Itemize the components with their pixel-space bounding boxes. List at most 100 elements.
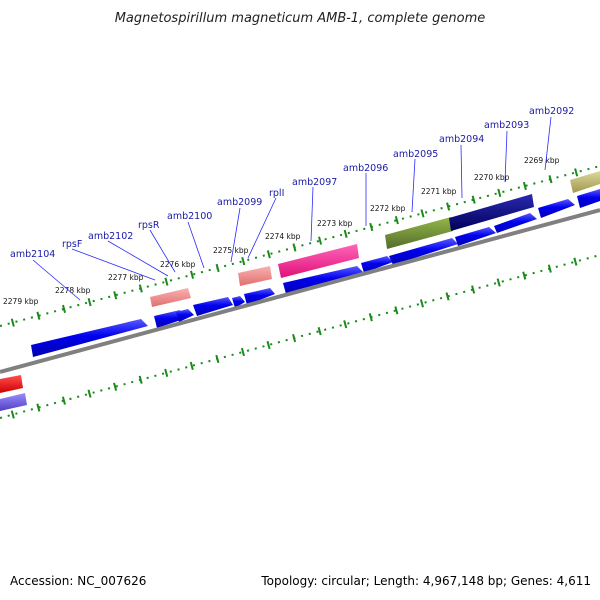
outer-ticks-tick-0	[10, 318, 15, 327]
inner-ticks-tick-20	[522, 271, 527, 280]
outer-ticks-tick-7	[190, 270, 195, 279]
inner-ticks-tick-9	[240, 347, 245, 357]
genome-backbone	[0, 208, 600, 374]
outer-ticks-tick-15	[394, 216, 399, 225]
inner-ticks-tick-16	[419, 299, 424, 308]
kbp-label-2274: 2274 kbp	[265, 232, 301, 241]
outer-ticks-tick-17	[446, 202, 451, 211]
cds-arrow-4[interactable]	[193, 297, 233, 316]
cds-arrow-8[interactable]	[361, 256, 393, 273]
outer-ticks-tick-22	[574, 168, 579, 177]
outer-ticks-tick-10	[266, 250, 271, 259]
inner-ruler-ticks	[10, 257, 578, 419]
inner-ticks-tick-10	[266, 340, 271, 350]
gene-label-amb2097[interactable]: amb2097	[292, 177, 337, 188]
inner-ticks-tick-18	[471, 285, 476, 294]
inner-ticks-tick-2	[61, 396, 66, 405]
gene-label-amb2095[interactable]: amb2095	[393, 149, 438, 160]
gene-labels: amb2104 rpsF amb2102 rpsR amb2100 amb209…	[10, 106, 574, 260]
feature-khaki[interactable]	[570, 171, 600, 193]
inner-ticks-tick-4	[113, 382, 118, 391]
cds-arrow-9[interactable]	[389, 238, 458, 265]
inner-ticks-tick-12	[317, 327, 322, 336]
cds-arrow-13[interactable]	[577, 189, 600, 208]
cds-arrow-1[interactable]	[31, 319, 148, 357]
inner-ticks-tick-3	[87, 389, 92, 398]
genome-summary-text: Topology: circular; Length: 4,967,148 bp…	[260, 574, 591, 588]
inner-ticks-tick-19	[496, 278, 501, 287]
feature-red[interactable]	[0, 375, 23, 393]
inner-ticks-tick-5	[138, 375, 143, 384]
feature-rna-1[interactable]	[150, 288, 191, 307]
outer-ticks-tick-5	[138, 284, 143, 293]
cds-arrow-6[interactable]	[244, 288, 275, 305]
outer-ticks-tick-18	[471, 195, 476, 204]
cds-arrow-12[interactable]	[538, 199, 575, 218]
gene-label-amb2094[interactable]: amb2094	[439, 134, 484, 145]
inner-ticks-tick-21	[547, 264, 552, 273]
gene-label-amb2093[interactable]: amb2093	[484, 120, 529, 131]
kbp-label-2275: 2275 kbp	[213, 246, 249, 255]
cds-arrow-11[interactable]	[494, 213, 537, 233]
cds-arrow-10[interactable]	[455, 227, 496, 246]
cds-arrow-2[interactable]	[154, 310, 184, 328]
outer-ticks-tick-19	[497, 188, 502, 197]
accession-text: Accession: NC_007626	[10, 574, 146, 588]
gene-label-rpsF[interactable]: rpsF	[62, 239, 82, 250]
inner-ticks-tick-6	[164, 368, 169, 377]
gene-label-amb2104[interactable]: amb2104	[10, 249, 55, 260]
inner-ticks-tick-7	[189, 361, 194, 371]
gene-label-rplI[interactable]: rplI	[269, 188, 284, 199]
feature-magenta[interactable]	[278, 244, 359, 278]
outer-ticks-tick-14	[369, 222, 374, 232]
cds-arrow-5[interactable]	[232, 296, 245, 308]
kbp-label-2278: 2278 kbp	[55, 286, 91, 295]
inner-ticks-tick-14	[368, 313, 373, 322]
inner-ticks-tick-11	[292, 333, 297, 343]
gene-label-amb2102[interactable]: amb2102	[88, 231, 133, 242]
kbp-label-2272: 2272 kbp	[370, 204, 406, 213]
gene-label-amb2092[interactable]: amb2092	[529, 106, 574, 117]
cds-arrow-7[interactable]	[283, 266, 363, 294]
kbp-label-2279: 2279 kbp	[3, 297, 39, 306]
inner-ticks-tick-8	[215, 354, 220, 364]
outer-ticks-tick-16	[420, 209, 425, 218]
outer-ticks-tick-12	[318, 236, 323, 245]
feature-purple[interactable]	[0, 393, 27, 411]
kbp-label-2270: 2270 kbp	[474, 173, 510, 182]
kbp-label-2269: 2269 kbp	[524, 156, 560, 165]
gene-label-amb2100[interactable]: amb2100	[167, 211, 212, 222]
outer-ticks-tick-11	[292, 243, 297, 252]
feature-navy[interactable]	[449, 194, 534, 231]
feature-track	[150, 171, 600, 307]
outer-ticks-tick-3	[87, 297, 92, 307]
outer-ticks-tick-20	[522, 181, 527, 191]
gene-label-rpsR[interactable]: rpsR	[138, 220, 160, 231]
label-leader-lines	[32, 116, 552, 301]
kbp-label-2276: 2276 kbp	[160, 260, 196, 269]
kbp-label-2273: 2273 kbp	[317, 219, 353, 228]
inner-ticks-tick-22	[573, 257, 578, 266]
gene-label-amb2099[interactable]: amb2099	[217, 197, 262, 208]
outer-ticks-tick-6	[164, 277, 169, 286]
kbp-labels: 2279 kbp 2278 kbp 2277 kbp 2276 kbp 2275…	[3, 156, 560, 306]
inner-ticks-tick-15	[394, 306, 399, 315]
inner-ticks-tick-17	[445, 292, 450, 301]
cds-track	[31, 189, 600, 357]
kbp-label-2271: 2271 kbp	[421, 187, 457, 196]
outer-ticks-tick-9	[241, 257, 246, 266]
cds-arrow-3[interactable]	[176, 309, 194, 322]
outer-ticks-tick-8	[215, 263, 220, 273]
outer-ticks-tick-21	[548, 175, 553, 184]
inner-ticks-tick-0	[10, 410, 15, 419]
inner-ticks-tick-13	[343, 320, 348, 329]
map-title: Magnetospirillum magneticum AMB-1, compl…	[115, 11, 486, 26]
feature-olive[interactable]	[385, 217, 453, 249]
gene-label-amb2096[interactable]: amb2096	[343, 163, 388, 174]
outer-ticks-tick-13	[343, 229, 348, 238]
outer-ticks-tick-2	[62, 304, 67, 314]
inner-ticks-tick-1	[36, 403, 41, 412]
feature-rna-2[interactable]	[238, 266, 272, 286]
outer-ticks-tick-4	[113, 291, 118, 300]
